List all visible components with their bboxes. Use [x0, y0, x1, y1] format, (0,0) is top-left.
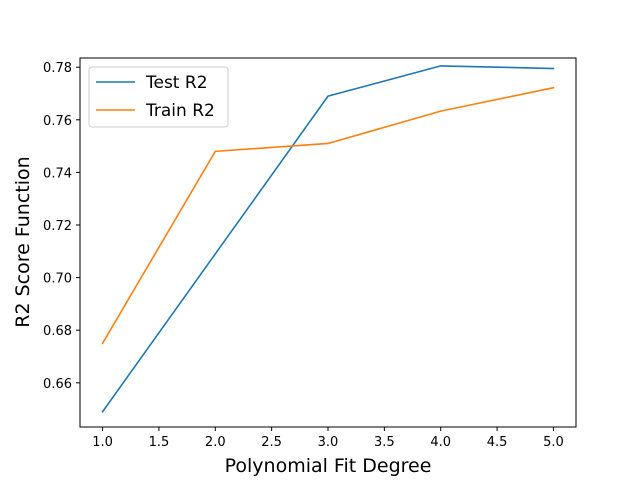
y-axis-ticks: 0.66 0.68 0.70 0.72 0.74 0.76 0.78 — [43, 61, 80, 392]
x-axis-ticks: 1.0 1.5 2.0 2.5 3.0 3.5 4.0 4.5 5.0 — [92, 427, 564, 450]
x-tick-label: 2.0 — [205, 435, 226, 450]
y-tick-label: 0.76 — [43, 114, 72, 129]
y-tick-label: 0.66 — [43, 377, 72, 392]
x-tick-label: 4.0 — [430, 435, 451, 450]
y-tick-label: 0.78 — [43, 61, 72, 76]
x-axis-label: Polynomial Fit Degree — [225, 455, 432, 477]
x-tick-label: 5.0 — [543, 435, 564, 450]
y-tick-label: 0.70 — [43, 272, 72, 287]
x-tick-label: 1.5 — [149, 435, 170, 450]
x-tick-label: 3.5 — [374, 435, 395, 450]
x-tick-label: 3.0 — [318, 435, 339, 450]
legend-label-1: Test R2 — [145, 73, 208, 93]
x-tick-label: 4.5 — [487, 435, 508, 450]
y-axis-label: R2 Score Function — [12, 156, 34, 327]
series-line-1 — [101, 65, 555, 413]
series-line-2 — [101, 86, 555, 345]
series-layer — [101, 65, 555, 413]
x-tick-label: 1.0 — [92, 435, 113, 450]
legend: Test R2 Train R2 — [88, 66, 229, 128]
legend-label-2: Train R2 — [145, 101, 215, 121]
x-tick-label: 2.5 — [261, 435, 282, 450]
y-tick-label: 0.72 — [43, 219, 72, 234]
y-tick-label: 0.68 — [43, 324, 72, 339]
y-tick-label: 0.74 — [43, 166, 72, 181]
